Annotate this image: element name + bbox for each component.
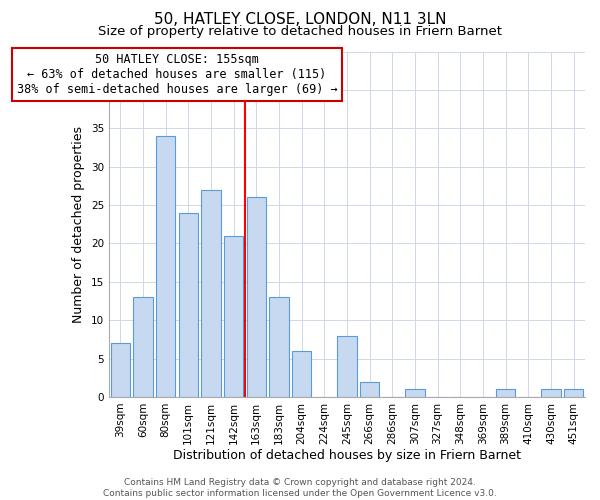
Bar	[110, 343, 130, 397]
Bar	[269, 297, 289, 397]
Text: 50 HATLEY CLOSE: 155sqm
← 63% of detached houses are smaller (115)
38% of semi-d: 50 HATLEY CLOSE: 155sqm ← 63% of detache…	[17, 53, 337, 96]
Y-axis label: Number of detached properties: Number of detached properties	[72, 126, 85, 322]
Bar	[541, 390, 560, 397]
Bar	[292, 351, 311, 397]
Bar	[247, 198, 266, 397]
X-axis label: Distribution of detached houses by size in Friern Barnet: Distribution of detached houses by size …	[173, 450, 521, 462]
Text: Size of property relative to detached houses in Friern Barnet: Size of property relative to detached ho…	[98, 25, 502, 38]
Bar	[337, 336, 356, 397]
Bar	[179, 212, 198, 397]
Bar	[496, 390, 515, 397]
Bar	[360, 382, 379, 397]
Text: Contains HM Land Registry data © Crown copyright and database right 2024.
Contai: Contains HM Land Registry data © Crown c…	[103, 478, 497, 498]
Bar	[406, 390, 425, 397]
Bar	[156, 136, 175, 397]
Text: 50, HATLEY CLOSE, LONDON, N11 3LN: 50, HATLEY CLOSE, LONDON, N11 3LN	[154, 12, 446, 28]
Bar	[224, 236, 243, 397]
Bar	[201, 190, 221, 397]
Bar	[564, 390, 583, 397]
Bar	[133, 297, 152, 397]
